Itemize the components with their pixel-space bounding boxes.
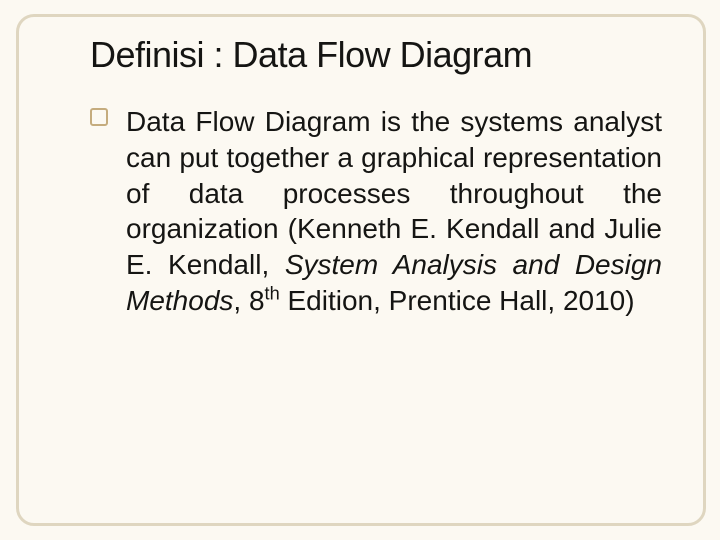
square-bullet-icon bbox=[90, 108, 108, 126]
body-block: Data Flow Diagram is the systems analyst… bbox=[90, 104, 662, 319]
body-rest-3: Edition, Prentice Hall, 2010) bbox=[280, 285, 635, 316]
body-lead: Data Flow Diagram is bbox=[126, 106, 401, 137]
slide-title: Definisi : Data Flow Diagram bbox=[90, 34, 662, 76]
slide-content: Definisi : Data Flow Diagram Data Flow D… bbox=[90, 34, 662, 319]
body-rest-2: , 8 bbox=[233, 285, 264, 316]
body-superscript: th bbox=[265, 284, 280, 304]
body-text: Data Flow Diagram is the systems analyst… bbox=[126, 104, 662, 319]
